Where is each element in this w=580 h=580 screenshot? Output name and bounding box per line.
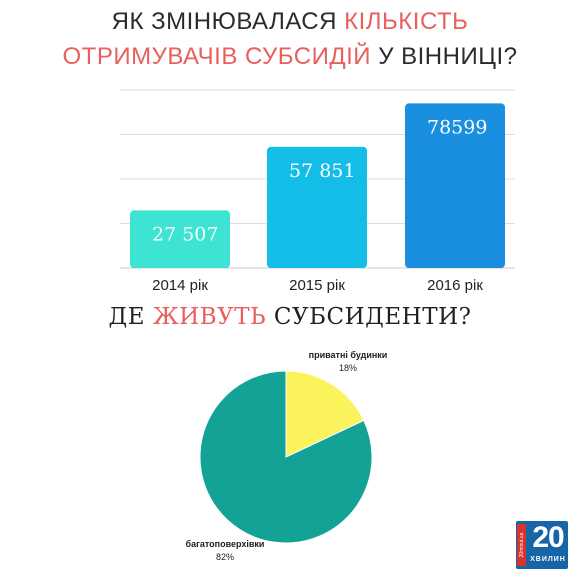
bar-3 bbox=[405, 103, 505, 268]
x-tick-label: 2015 рік bbox=[289, 277, 345, 294]
chart-title-line-1: ЯК ЗМІНЮВАЛАСЯ КІЛЬКІСТЬ bbox=[0, 7, 580, 37]
section-subtitle: ДЕ ЖИВУТЬ СУБСИДЕНТИ? bbox=[0, 304, 580, 330]
title-text: У ВІННИЦІ? bbox=[371, 43, 518, 70]
bar-value-label: 27 507 bbox=[152, 223, 218, 245]
title-highlight: ОТРИМУВАЧІВ СУБСИДІЙ bbox=[62, 43, 372, 70]
logo-number: 20 bbox=[532, 521, 564, 554]
pie-chart bbox=[199, 370, 373, 544]
pie-label-percent: 82% bbox=[215, 552, 234, 562]
pie-slice-1 bbox=[285, 370, 365, 458]
pie-label-apartment-blocks: багатоповерхівки 82% bbox=[170, 538, 280, 564]
title-highlight: КІЛЬКІСТЬ bbox=[344, 8, 469, 35]
20-khvylyn-logo[interactable]: 20minut.ua 20 ХВИЛИН bbox=[516, 521, 568, 569]
chart-title-line-2: ОТРИМУВАЧІВ СУБСИДІЙ У ВІННИЦІ? bbox=[0, 42, 580, 72]
bar-value-label: 78599 bbox=[427, 116, 487, 138]
subtitle-text: ДЕ bbox=[108, 304, 153, 330]
x-tick-label: 2014 рік bbox=[152, 277, 208, 294]
subtitle-highlight: ЖИВУТЬ bbox=[152, 304, 267, 330]
bar-value-label: 57 851 bbox=[289, 160, 355, 182]
subtitle-text: СУБСИДЕНТИ? bbox=[266, 304, 472, 330]
pie-label-name: багатоповерхівки bbox=[185, 539, 265, 549]
bar-1 bbox=[130, 210, 230, 268]
logo-word: ХВИЛИН bbox=[530, 556, 566, 563]
pie-slice-2 bbox=[199, 370, 373, 544]
logo-side-text: 20minut.ua bbox=[519, 532, 525, 558]
pie-label-private-houses: приватні будинки 18% bbox=[288, 349, 408, 375]
x-tick-label: 2016 рік bbox=[427, 277, 483, 294]
title-text: ЯК ЗМІНЮВАЛАСЯ bbox=[111, 8, 345, 35]
bar-chart: 27 507 2014 рік 57 851 2015 рік 78599 2016 рі… bbox=[120, 89, 515, 294]
pie-label-name: приватні будинки bbox=[308, 350, 388, 360]
bar-2 bbox=[267, 146, 367, 268]
pie-label-percent: 18% bbox=[338, 363, 357, 373]
logo-side-stripe: 20minut.ua bbox=[517, 524, 526, 566]
